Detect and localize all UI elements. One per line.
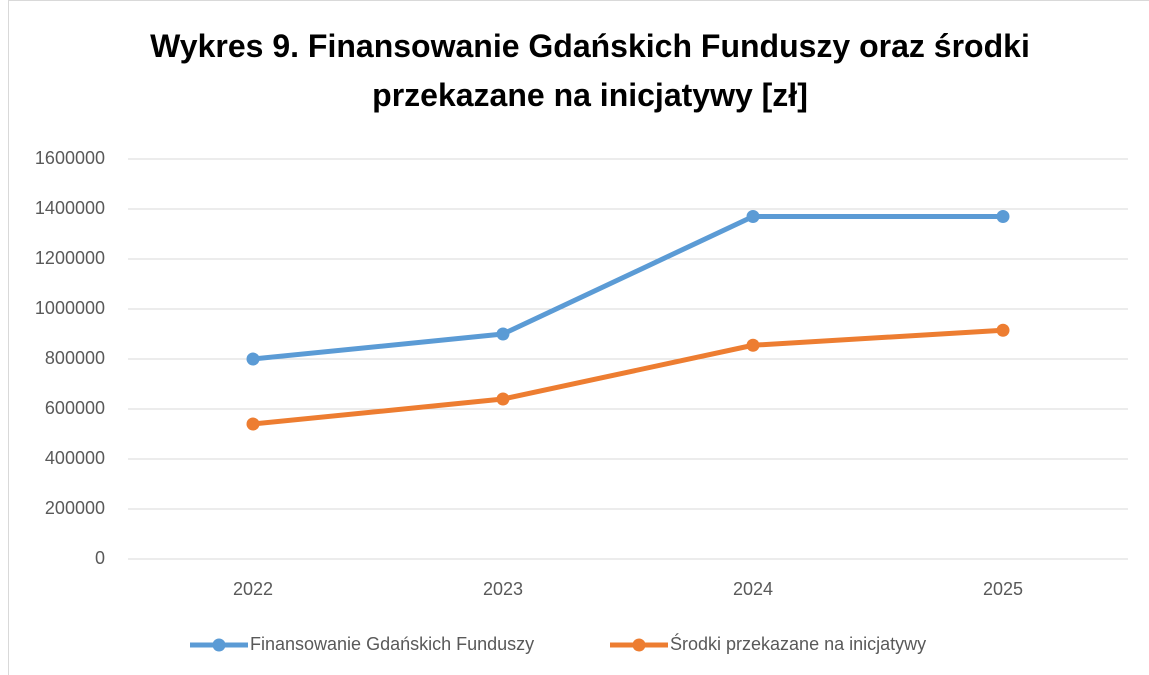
y-tick-label: 400000 [45,448,105,468]
y-tick-label: 200000 [45,498,105,518]
legend-marker [632,638,646,652]
y-tick-label: 1400000 [35,198,105,218]
y-tick-label: 1200000 [35,248,105,268]
data-point [246,417,260,431]
data-point [746,210,760,223]
data-point [996,210,1010,223]
y-tick-label: 1600000 [35,148,105,168]
x-tick-label: 2023 [483,579,523,599]
x-tick-label: 2025 [983,579,1023,599]
series-line [252,327,1004,427]
data-point [246,352,260,366]
data-point [496,327,510,341]
chart-title: Wykres 9. Finansowanie Gdańskich Fundusz… [150,28,1030,113]
y-tick-label: 0 [95,548,105,568]
x-tick-label: 2024 [733,579,773,599]
legend-label: Finansowanie Gdańskich Funduszy [250,634,534,654]
y-tick-label: 600000 [45,398,105,418]
data-point [996,323,1010,337]
legend-label: Środki przekazane na inicjatywy [670,633,926,654]
x-tick-label: 2022 [233,579,273,599]
data-point [496,392,510,406]
data-point [746,338,760,352]
legend-marker [212,638,226,652]
y-tick-label: 800000 [45,348,105,368]
chart-border [8,0,1149,675]
series-line [252,214,1003,362]
y-tick-label: 1000000 [35,298,105,318]
